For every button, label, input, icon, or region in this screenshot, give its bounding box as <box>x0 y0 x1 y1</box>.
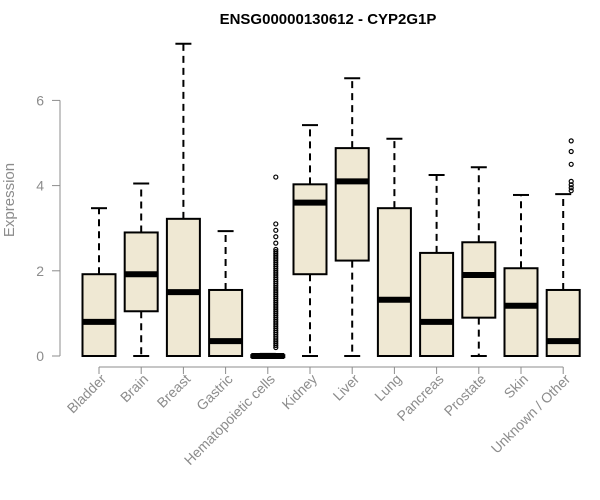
boxes-group <box>81 42 581 359</box>
outlier-point <box>273 246 279 253</box>
y-tick-label: 0 <box>36 348 44 364</box>
box-bladder <box>81 207 117 358</box>
x-tick-label: Lung <box>371 371 404 404</box>
y-tick-label: 2 <box>36 263 44 279</box>
x-tick-label: Prostate <box>441 371 489 419</box>
box-lung <box>376 137 412 357</box>
outlier-point <box>273 249 279 255</box>
outlier-point <box>273 240 279 246</box>
box-hematopoietic-cells <box>250 174 286 359</box>
box-rect <box>81 273 117 358</box>
box-pancreas <box>419 173 455 358</box>
outlier-point <box>568 148 574 155</box>
x-tick-label: Liver <box>330 371 363 404</box>
box-rect <box>208 288 244 357</box>
box-rect <box>461 241 497 319</box>
x-tick-label: Brain <box>117 371 151 405</box>
chart-title: ENSG00000130612 - CYP2G1P <box>220 11 437 28</box>
x-tick-label: Pancreas <box>394 371 447 424</box>
box-rect <box>165 217 201 357</box>
outlier-point <box>568 138 574 144</box>
box-gastric <box>208 230 244 357</box>
y-tick-label: 4 <box>36 178 44 194</box>
y-tick-label: 6 <box>36 92 44 108</box>
box-unknown-other <box>545 138 581 357</box>
box-brain <box>123 182 159 357</box>
box-rect <box>503 267 539 357</box>
outlier-point <box>273 227 279 233</box>
x-tick-label: Unknown / Other <box>488 371 574 457</box>
outlier-point <box>568 178 574 184</box>
outlier-point <box>568 185 574 191</box>
y-axis: 0 2 4 6 <box>36 92 61 364</box>
x-tick-label: Skin <box>501 371 532 402</box>
x-tick-label: Bladder <box>64 371 110 417</box>
outlier-point <box>273 234 279 240</box>
box-rect <box>545 288 581 357</box>
box-rect <box>334 147 370 262</box>
y-axis-label: Expression <box>1 163 18 237</box>
box-breast <box>165 42 201 357</box>
x-tick-label: Kidney <box>279 371 321 413</box>
box-rect <box>292 183 328 276</box>
box-skin <box>503 193 539 357</box>
outlier-point <box>273 174 279 180</box>
box-liver <box>334 77 370 357</box>
box-kidney <box>292 124 328 357</box>
box-rect <box>376 207 412 357</box>
box-prostate <box>461 166 497 357</box>
outlier-point <box>568 188 574 194</box>
outlier-point <box>568 161 574 167</box>
x-tick-label: Breast <box>154 371 194 411</box>
outlier-point <box>273 221 279 227</box>
box-rect <box>419 251 455 358</box>
